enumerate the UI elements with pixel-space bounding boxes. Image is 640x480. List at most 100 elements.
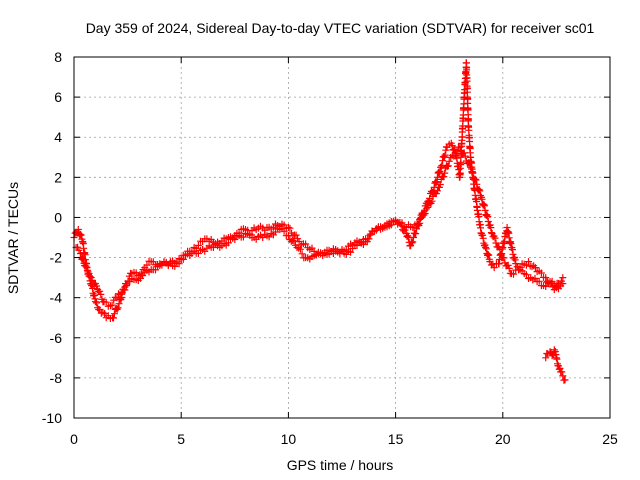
data-point (88, 276, 96, 284)
data-point (461, 152, 469, 160)
data-point (469, 169, 477, 177)
data-point (403, 233, 411, 240)
data-point (505, 264, 513, 272)
data-point (424, 203, 432, 211)
y-tick-label: -4 (50, 290, 63, 306)
data-point (460, 149, 468, 157)
data-point (542, 274, 550, 282)
data-point (408, 239, 416, 247)
data-point (491, 234, 499, 242)
data-point (428, 197, 436, 205)
y-axis-label: SDTVAR / TECUs (5, 182, 21, 294)
data-point (292, 231, 300, 239)
data-point (93, 299, 100, 307)
data-point (432, 179, 440, 187)
data-point (113, 305, 121, 313)
data-point (272, 228, 279, 236)
data-point (440, 153, 448, 160)
y-tick-label: 4 (54, 129, 62, 145)
data-point (451, 152, 459, 160)
data-point (441, 151, 449, 159)
data-point (474, 186, 482, 194)
data-point (420, 211, 428, 219)
data-point (118, 290, 126, 298)
data-point (74, 226, 82, 233)
data-point (537, 269, 545, 277)
data-point (75, 246, 83, 254)
data-point (76, 250, 84, 257)
data-point (366, 231, 374, 239)
data-point (412, 230, 420, 238)
data-point (93, 282, 100, 290)
data-point (448, 142, 456, 149)
data-point (444, 162, 452, 170)
data-point (77, 231, 85, 239)
data-point (410, 234, 417, 241)
data-point (476, 187, 484, 195)
data-point (114, 304, 122, 312)
data-point (79, 255, 87, 262)
data-point (525, 258, 532, 266)
y-tick-label: 6 (54, 89, 62, 105)
data-point (97, 290, 105, 298)
y-tick-label: 2 (54, 169, 62, 185)
data-point (138, 270, 145, 278)
data-point (357, 239, 365, 247)
plot-frame (73, 56, 611, 419)
data-point (298, 250, 306, 258)
data-point (284, 224, 292, 231)
data-point (496, 245, 504, 253)
data-point (456, 143, 464, 151)
data-point (453, 148, 461, 156)
data-point (557, 277, 565, 285)
data-point (472, 176, 480, 184)
data-point (99, 308, 107, 316)
data-point (445, 157, 453, 165)
axes: 0 5 10 15 20 25 -10 -8 -6 -4 -2 0 2 4 6 8 (42, 49, 618, 447)
data-point (82, 262, 90, 270)
data-point (79, 255, 87, 263)
data-point (123, 282, 130, 290)
data-point (108, 301, 116, 309)
data-point (548, 352, 556, 360)
y-tick-label: 0 (54, 209, 62, 225)
data-point (84, 268, 92, 276)
data-point (387, 221, 395, 229)
data-point (561, 376, 569, 384)
data-point (559, 274, 567, 282)
data-point (347, 248, 355, 256)
y-tick-label: -10 (42, 410, 62, 426)
data-point (86, 273, 94, 281)
y-tick-label: -6 (50, 330, 63, 346)
data-point (409, 238, 417, 246)
y-tick-label: -2 (50, 250, 63, 266)
x-tick-label: 20 (495, 431, 511, 447)
x-axis-label: GPS time / hours (287, 457, 394, 473)
data-point (475, 186, 483, 193)
data-point (422, 205, 430, 213)
data-point (471, 175, 479, 183)
data-point (96, 287, 104, 295)
data-point (482, 244, 490, 251)
data-point (490, 264, 498, 272)
data-point (121, 286, 129, 294)
data-point (110, 310, 118, 318)
x-tick-label: 15 (388, 431, 404, 447)
data-point (83, 263, 91, 271)
chart-title: Day 359 of 2024, Sidereal Day-to-day VTE… (86, 20, 595, 36)
x-tick-label: 0 (70, 431, 78, 447)
data-point (500, 254, 508, 262)
data-point (441, 169, 449, 177)
data-point (421, 210, 429, 217)
data-points (70, 59, 569, 384)
data-point (179, 255, 187, 263)
data-point (74, 243, 82, 251)
data-point (550, 286, 558, 294)
data-point (450, 146, 458, 154)
data-point (440, 173, 448, 181)
data-point (113, 294, 121, 302)
data-point (468, 165, 476, 173)
data-point (115, 300, 123, 308)
data-point (110, 314, 117, 322)
data-point (551, 348, 559, 355)
